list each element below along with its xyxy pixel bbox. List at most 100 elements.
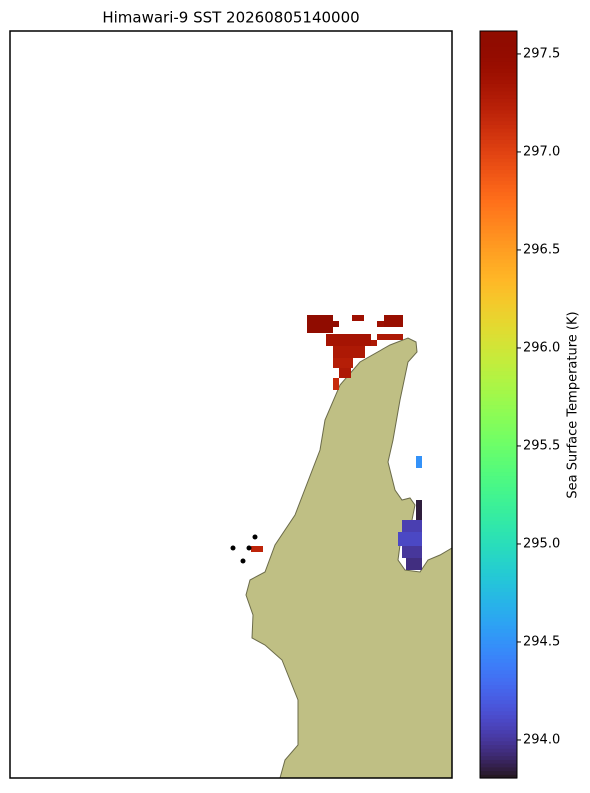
colorbar-segment	[480, 490, 517, 495]
colorbar-segment	[480, 710, 517, 716]
colorbar-segment	[480, 464, 517, 469]
colorbar-segment	[480, 460, 517, 465]
colorbar-segment	[480, 553, 517, 559]
colorbar-segment	[480, 221, 517, 226]
colorbar-segment	[480, 527, 517, 533]
colorbar-segment	[480, 68, 517, 73]
colorbar-segment	[480, 434, 517, 439]
colorbar-segment	[480, 352, 517, 357]
colorbar-segment	[480, 721, 517, 727]
colorbar-segment	[480, 624, 517, 630]
colorbar-segment	[480, 546, 517, 551]
colorbar-segment	[480, 531, 517, 536]
sst-cell	[326, 334, 371, 346]
sst-cell	[416, 456, 422, 468]
colorbar-segment	[480, 572, 517, 577]
colorbar-tick-label: 296.5	[523, 242, 560, 257]
colorbar-segment	[480, 467, 517, 473]
colorbar-segment	[480, 228, 517, 234]
colorbar-tick-label: 294.5	[523, 634, 560, 649]
colorbar-segment	[480, 247, 517, 252]
sst-cell	[333, 358, 353, 368]
sst-cell	[377, 321, 384, 327]
land	[245, 337, 453, 779]
marker	[252, 534, 258, 540]
colorbar-segment	[480, 613, 517, 618]
sst-cell	[402, 520, 422, 532]
colorbar-segment	[480, 636, 517, 641]
colorbar-segment	[480, 580, 517, 585]
colorbar-segment	[480, 598, 517, 604]
colorbar-segment	[480, 509, 517, 514]
colorbar-segment	[480, 479, 517, 484]
colorbar-tick-label: 294.0	[523, 732, 560, 747]
colorbar-segment	[480, 116, 517, 122]
colorbar-segment	[480, 512, 517, 518]
colorbar-segment	[480, 763, 517, 768]
colorbar-segment	[480, 94, 517, 99]
colorbar-segment	[480, 187, 517, 193]
colorbar-segment	[480, 135, 517, 140]
colorbar-segment	[480, 680, 517, 686]
colorbar-segment	[480, 296, 517, 301]
colorbar-segment	[480, 113, 517, 118]
colorbar-segment	[480, 363, 517, 368]
colorbar-segment	[480, 453, 517, 458]
colorbar-segment	[480, 568, 517, 574]
colorbar-segment	[480, 456, 517, 462]
map-frame	[9, 30, 453, 779]
colorbar-segment	[480, 423, 517, 428]
colorbar-segment	[480, 774, 517, 779]
colorbar-segment	[480, 273, 517, 279]
colorbar-segment	[480, 665, 517, 671]
colorbar-segment	[480, 87, 517, 92]
sst-cell	[333, 378, 339, 390]
colorbar-tick-label: 295.0	[523, 536, 560, 551]
colorbar-segment	[480, 718, 517, 723]
colorbar-segment	[480, 172, 517, 178]
colorbar-segment	[480, 314, 517, 320]
colorbar-segment	[480, 471, 517, 477]
colorbar-segment	[480, 270, 517, 275]
colorbar-segment	[480, 322, 517, 327]
colorbar-segment	[480, 415, 517, 421]
colorbar-segment	[480, 684, 517, 689]
colorbar-segment	[480, 281, 517, 286]
colorbar-segment	[480, 535, 517, 540]
colorbar-segment	[480, 311, 517, 316]
colorbar-segment	[480, 538, 517, 544]
colorbar-segment	[480, 266, 517, 271]
colorbar-segment	[480, 751, 517, 757]
colorbar-segment	[480, 736, 517, 742]
colorbar-segment	[480, 658, 517, 663]
colorbar-segment	[480, 326, 517, 331]
colorbar-segment	[480, 370, 517, 376]
colorbar-segment	[480, 307, 517, 312]
colorbar-segment	[480, 75, 517, 81]
colorbar-segment	[480, 318, 517, 323]
colorbar-segment	[480, 482, 517, 488]
colorbar-segment	[480, 128, 517, 133]
colorbar-segment	[480, 344, 517, 350]
markers	[230, 534, 258, 564]
sst-cell	[333, 346, 365, 358]
colorbar-segment	[480, 378, 517, 383]
colorbar-segment	[480, 143, 517, 148]
colorbar-segment	[480, 337, 517, 342]
colorbar-segment	[480, 419, 517, 424]
colorbar-segment	[480, 288, 517, 294]
colorbar-segment	[480, 154, 517, 159]
colorbar-segment	[480, 124, 517, 129]
colorbar-segment	[480, 729, 517, 734]
colorbar-segment	[480, 206, 517, 211]
colorbar-segment	[480, 591, 517, 596]
colorbar-segment	[480, 561, 517, 566]
colorbar-segment	[480, 699, 517, 704]
colorbar-segment	[480, 703, 517, 708]
colorbar-segment	[480, 520, 517, 525]
sst-cell	[333, 321, 339, 327]
colorbar-segment	[480, 632, 517, 637]
colorbar-segment	[480, 292, 517, 297]
colorbar-segment	[480, 240, 517, 245]
colorbar-segment	[480, 557, 517, 562]
